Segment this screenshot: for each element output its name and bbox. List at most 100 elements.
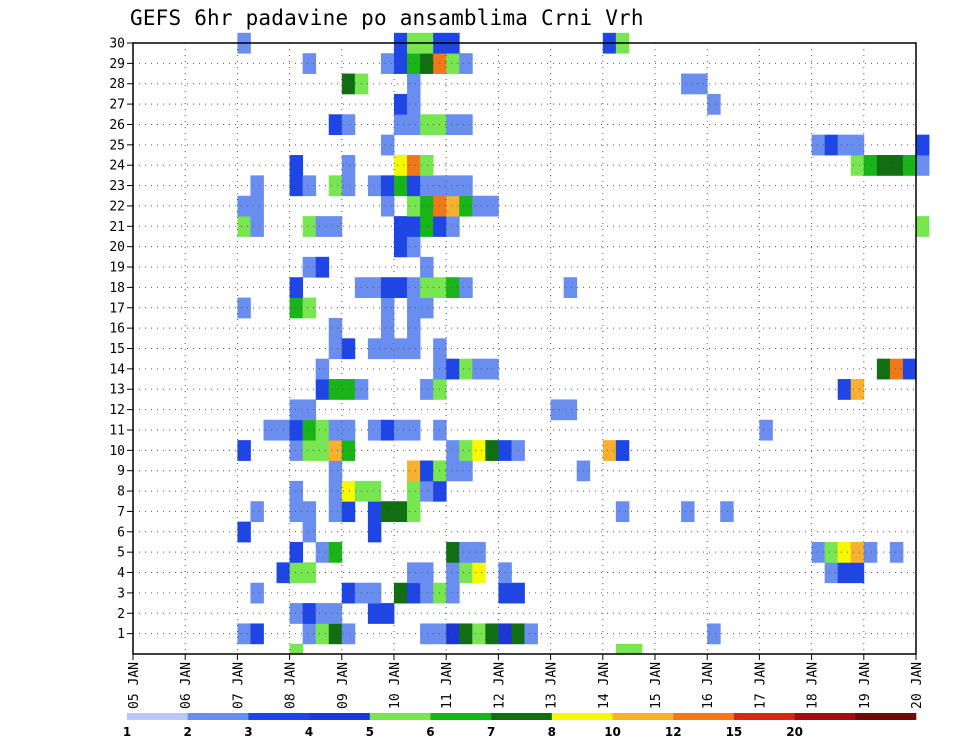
heatmap-cell: [459, 358, 473, 380]
heatmap-cell: [407, 297, 421, 319]
heatmap-cell: [341, 175, 356, 197]
heatmap-cell: [420, 114, 434, 136]
heatmap-cell: [563, 277, 578, 298]
heatmap-cell: [707, 623, 721, 645]
heatmap-cell: [328, 623, 343, 645]
x-tick-label: 13 JAN: [545, 662, 560, 709]
heatmap-cell: [681, 73, 695, 95]
heatmap-cell: [407, 501, 421, 523]
heatmap-cell: [315, 379, 330, 400]
heatmap-cell: [302, 216, 317, 237]
heatmap-cell: [916, 134, 930, 156]
heatmap-cell: [328, 603, 343, 624]
y-tick-label: 29: [109, 57, 125, 72]
heatmap-cell: [485, 440, 499, 461]
heatmap-cell: [367, 419, 382, 441]
heatmap-cell: [341, 114, 356, 136]
y-tick-label: 1: [117, 627, 125, 642]
heatmap-cell: [250, 195, 264, 217]
legend-swatch: [430, 713, 492, 720]
heatmap-cell: [811, 134, 826, 156]
heatmap-cell: [472, 195, 486, 217]
legend-label: 8: [548, 725, 556, 739]
y-tick-label: 10: [109, 444, 125, 459]
heatmap-cell: [394, 114, 408, 136]
heatmap-cell: [446, 623, 460, 645]
heatmap-cell: [889, 541, 904, 563]
heatmap-cell: [420, 297, 434, 319]
heatmap-cell: [289, 155, 304, 176]
heatmap-cell: [420, 460, 434, 482]
heatmap-cell: [394, 236, 408, 258]
y-tick-label: 3: [117, 586, 125, 601]
legend-swatch: [733, 713, 795, 720]
heatmap-cell: [824, 562, 839, 584]
heatmap-cell: [459, 53, 473, 74]
heatmap-cell: [394, 216, 408, 237]
heatmap-cell: [315, 419, 330, 441]
heatmap-cell: [837, 562, 852, 584]
x-tick-label: 15 JAN: [649, 662, 664, 709]
heatmap-cell: [407, 175, 421, 197]
heatmap-cell: [837, 379, 852, 400]
heatmap-cell: [394, 419, 408, 441]
heatmap-cell: [524, 623, 538, 645]
heatmap-cell: [407, 480, 421, 502]
y-tick-label: 30: [109, 37, 125, 52]
y-tick-label: 24: [109, 159, 125, 174]
heatmap-cell: [420, 53, 434, 74]
heatmap-cell: [367, 521, 382, 543]
x-tick-label: 16 JAN: [701, 662, 716, 709]
heatmap-cell: [916, 216, 930, 237]
heatmap-cell: [459, 195, 473, 217]
heatmap-cell: [511, 623, 525, 645]
heatmap-cell: [902, 155, 917, 176]
y-tick-label: 17: [109, 301, 125, 316]
heatmap-cell: [302, 399, 317, 421]
x-tick-label: 20 JAN: [910, 662, 925, 709]
heatmap-cell: [628, 643, 643, 654]
heatmap-cell: [394, 155, 408, 176]
legend-swatch: [369, 713, 431, 720]
heatmap-cell: [720, 501, 734, 523]
heatmap-cell: [341, 582, 356, 604]
legend-label: 12: [665, 725, 682, 739]
heatmap-cell: [302, 562, 317, 584]
heatmap-cell: [328, 541, 343, 563]
heatmap-cell: [420, 562, 434, 584]
y-tick-label: 20: [109, 240, 125, 255]
heatmap-cell: [602, 440, 617, 461]
x-tick-label: 06 JAN: [179, 662, 194, 709]
heatmap-cell: [341, 338, 356, 360]
y-tick-label: 5: [117, 546, 125, 561]
heatmap-cell: [850, 155, 865, 176]
y-tick-label: 27: [109, 98, 125, 113]
y-tick-label: 9: [117, 464, 125, 479]
heatmap-cell: [420, 623, 434, 645]
heatmap-cell: [407, 53, 421, 74]
heatmap-cell: [459, 623, 473, 645]
heatmap-cell: [380, 603, 395, 624]
heatmap-cell: [511, 582, 525, 604]
cells-layer: [237, 32, 930, 654]
heatmap-cell: [407, 195, 421, 217]
heatmap-cell: [902, 358, 917, 380]
heatmap-cell: [341, 73, 356, 95]
heatmap-cell: [237, 623, 251, 645]
heatmap-cell: [407, 419, 421, 441]
y-tick-label: 14: [109, 362, 125, 377]
heatmap-cell: [341, 623, 356, 645]
legend-label: 5: [366, 725, 374, 739]
y-axis: 1234567891011121314151617181920212223242…: [109, 37, 133, 642]
heatmap-cell: [863, 541, 878, 563]
heatmap-cell: [407, 93, 421, 115]
heatmap-cell: [850, 134, 865, 156]
legend-swatch: [673, 713, 735, 720]
heatmap-cell: [420, 480, 434, 502]
heatmap-cell: [315, 216, 330, 237]
x-tick-label: 05 JAN: [127, 662, 142, 709]
heatmap-cell: [367, 175, 382, 197]
heatmap-cell: [328, 216, 343, 237]
heatmap-cell: [237, 297, 251, 319]
legend-swatch: [794, 713, 856, 720]
